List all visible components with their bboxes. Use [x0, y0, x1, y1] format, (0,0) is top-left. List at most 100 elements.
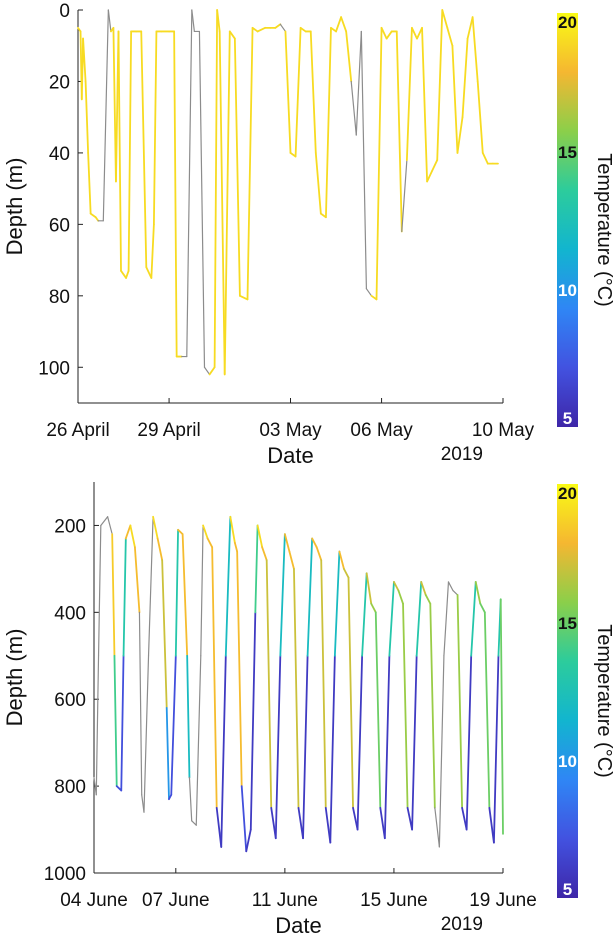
year-label: 2019 — [441, 444, 483, 465]
depth-segment — [456, 116, 464, 154]
depth-segment — [330, 26, 337, 33]
depth-segment — [395, 30, 403, 233]
depth-segment — [229, 515, 236, 544]
depth-segment — [365, 572, 373, 605]
depth-segment — [438, 655, 445, 848]
depth-segment — [481, 152, 489, 165]
depth-segment — [240, 785, 248, 853]
depth-chart-april-may-svg: 0 20 40 60 80 100 26 April 29 April 03 May 06 May… — [2, 1, 615, 468]
depth-segment — [402, 602, 409, 809]
depth-segment — [87, 152, 92, 215]
depth-segment — [140, 30, 148, 269]
x-tick-label: 06 May — [350, 420, 413, 441]
depth-segment — [145, 266, 153, 279]
depth-segment — [350, 80, 357, 136]
depth-segment — [356, 654, 364, 831]
depth-segment — [206, 537, 214, 549]
depth-segment — [224, 515, 232, 657]
depth-trace — [93, 515, 504, 853]
x-axis-label: Date — [275, 913, 321, 938]
y-tick-label: 400 — [54, 603, 86, 624]
depth-segment — [393, 581, 400, 592]
depth-segment — [283, 533, 291, 553]
depth-segment — [120, 269, 127, 279]
depth-segment — [452, 590, 459, 596]
depth-segment — [102, 9, 109, 222]
depth-segment — [416, 26, 423, 40]
depth-chart-april-may: 0 20 40 60 80 100 26 April 29 April 03 May 06 May… — [0, 0, 616, 470]
depth-segment — [429, 602, 436, 809]
depth-segment — [424, 594, 432, 605]
depth-segment — [447, 581, 454, 592]
depth-segment — [265, 559, 273, 809]
depth-segment — [405, 26, 413, 161]
depth-segment — [256, 26, 267, 33]
depth-segment — [228, 30, 236, 40]
depth-segment — [388, 581, 395, 657]
depth-segment — [434, 807, 440, 848]
depth-segment — [284, 30, 292, 154]
depth-segment — [325, 26, 332, 219]
x-tick-label: 26 April — [46, 420, 109, 441]
depth-segment — [195, 655, 202, 826]
colorbar-tick-label: 20 — [558, 13, 577, 32]
depth-segment — [426, 169, 434, 183]
depth-segment — [94, 216, 100, 222]
depth-segment — [113, 654, 118, 788]
depth-segment — [279, 23, 287, 33]
temperature-colorbar — [557, 484, 578, 898]
depth-segment — [420, 581, 427, 596]
y-tick-label: 1000 — [44, 864, 86, 885]
depth-segment — [220, 654, 227, 848]
depth-segment — [138, 611, 143, 796]
depth-segment — [233, 541, 239, 553]
depth-segment — [333, 550, 341, 657]
depth-segment — [173, 30, 178, 358]
depth-segment — [306, 537, 314, 657]
temperature-colorbar — [557, 13, 578, 427]
depth-segment — [288, 550, 295, 570]
depth-segment — [347, 576, 354, 809]
x-tick-label: 11 June — [252, 890, 318, 911]
depth-segment — [474, 581, 482, 605]
colorbar-title: Temperature (°C) — [593, 624, 615, 778]
depth-segment — [198, 30, 206, 368]
depth-segment — [213, 9, 219, 369]
y-tick-label: 600 — [54, 690, 86, 711]
colorbar-tick-label: 5 — [563, 409, 572, 428]
x-tick-label: 04 June — [60, 890, 128, 911]
depth-segment — [82, 37, 87, 83]
x-tick-label: 03 May — [259, 420, 322, 441]
depth-segment — [370, 602, 377, 614]
depth-segment — [335, 16, 342, 33]
y-tick-label: 20 — [49, 72, 70, 93]
depth-segment — [261, 546, 268, 562]
depth-segment — [120, 654, 125, 792]
depth-segment — [431, 159, 439, 172]
depth-segment — [249, 611, 257, 831]
y-tick-label: 800 — [54, 777, 86, 798]
depth-segment — [302, 654, 309, 840]
depth-segment — [411, 26, 418, 40]
colorbar-tick-label: 15 — [558, 614, 577, 633]
depth-segment — [279, 533, 286, 657]
depth-segment — [476, 80, 484, 154]
depth-segment — [251, 26, 259, 33]
depth-segment — [254, 524, 259, 614]
y-axis-label: Depth (m) — [2, 158, 27, 256]
depth-segment — [360, 30, 367, 290]
depth-segment — [174, 528, 179, 657]
depth-segment — [479, 602, 486, 614]
depth-segment — [143, 655, 150, 813]
depth-segment — [147, 516, 154, 657]
depth-segment — [451, 44, 459, 154]
depth-segment — [97, 524, 102, 657]
depth-segment — [89, 212, 97, 219]
x-axis-label: Date — [267, 443, 313, 468]
depth-segment — [133, 546, 141, 614]
depth-segment — [84, 80, 90, 154]
depth-segment — [203, 366, 211, 376]
depth-segment — [186, 9, 193, 358]
depth-segment — [383, 654, 391, 840]
depth-segment — [309, 30, 317, 154]
